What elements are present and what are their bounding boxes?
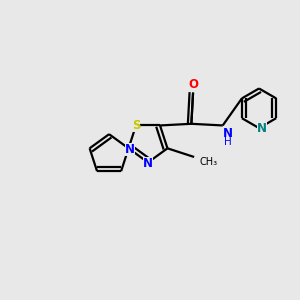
Text: N: N [223,127,233,140]
Text: CH₃: CH₃ [199,157,217,166]
Text: S: S [132,119,140,132]
Text: O: O [188,78,198,91]
Text: N: N [143,157,153,170]
Text: N: N [257,122,267,135]
Text: N: N [124,143,134,156]
Text: H: H [224,137,232,147]
